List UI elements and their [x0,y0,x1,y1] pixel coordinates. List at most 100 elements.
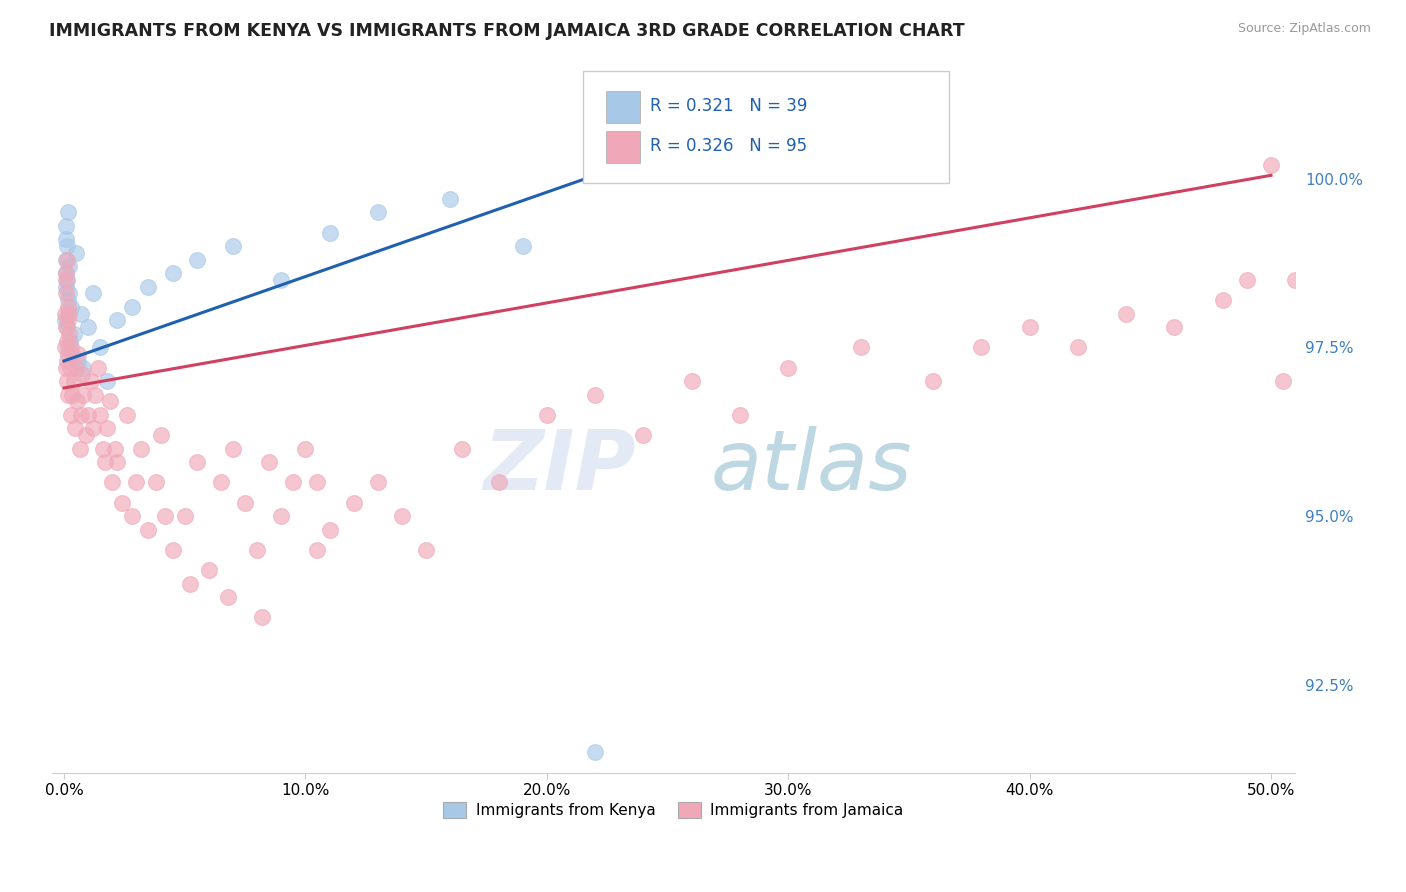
Point [55,252,77,267]
Point [488,475,510,490]
Point [55,219,77,233]
Point [60,300,83,314]
Point [179,576,201,591]
Point [104,442,127,456]
Text: atlas: atlas [711,426,912,508]
Point [56,354,79,368]
Point [58,341,80,355]
Point [415,543,437,558]
Point [246,543,269,558]
Point [96,421,118,435]
Legend: Immigrants from Kenya, Immigrants from Jamaica: Immigrants from Kenya, Immigrants from J… [437,796,910,824]
Point [67,354,90,368]
Point [145,475,167,490]
Point [59,360,82,375]
Point [121,300,143,314]
Point [55,307,77,321]
Point [60,341,83,355]
Point [55,286,77,301]
Point [162,543,184,558]
Point [59,334,82,348]
Point [391,509,413,524]
Point [343,496,366,510]
Point [367,205,389,219]
Point [250,610,273,624]
Point [58,307,80,321]
Point [53,341,76,355]
Point [307,475,329,490]
Text: R = 0.321   N = 39: R = 0.321 N = 39 [650,97,807,115]
Point [105,455,128,469]
Point [294,442,316,456]
Point [56,320,79,334]
Point [55,266,77,280]
Point [96,374,118,388]
Point [56,205,79,219]
Point [65,246,87,260]
Point [72,360,94,375]
Point [56,300,79,314]
Point [87,360,110,375]
Point [1260,158,1282,172]
Text: IMMIGRANTS FROM KENYA VS IMMIGRANTS FROM JAMAICA 3RD GRADE CORRELATION CHART: IMMIGRANTS FROM KENYA VS IMMIGRANTS FROM… [49,22,965,40]
Point [55,252,77,267]
Point [257,455,280,469]
Point [1284,273,1306,287]
Point [307,543,329,558]
Point [56,307,79,321]
Point [55,273,77,287]
Point [849,341,872,355]
Point [69,442,91,456]
Point [79,374,101,388]
Point [922,374,945,388]
Point [63,421,86,435]
Point [1163,320,1185,334]
Point [77,408,100,422]
Point [55,360,77,375]
Point [59,408,82,422]
Point [56,388,79,402]
Point [115,408,138,422]
Point [1272,374,1295,388]
Point [512,239,534,253]
Point [451,442,474,456]
Point [53,313,76,327]
Point [186,252,208,267]
Point [318,523,340,537]
Point [186,455,208,469]
Point [318,226,340,240]
Point [583,746,606,760]
Point [111,496,134,510]
Point [58,326,80,341]
Point [222,239,245,253]
Point [55,232,77,246]
Point [536,408,558,422]
Point [728,408,751,422]
Point [56,273,79,287]
Point [91,442,114,456]
Point [439,192,461,206]
Point [56,313,79,327]
Point [98,394,121,409]
Point [970,341,993,355]
Point [270,509,292,524]
Point [778,360,800,375]
Point [125,475,148,490]
Text: R = 0.326   N = 95: R = 0.326 N = 95 [650,137,807,155]
Point [105,313,128,327]
Point [75,428,97,442]
Point [56,334,79,348]
Point [283,475,305,490]
Point [77,320,100,334]
Point [1067,341,1090,355]
Point [58,286,80,301]
Point [367,475,389,490]
Point [149,428,172,442]
Point [56,374,79,388]
Point [55,239,77,253]
Point [129,442,152,456]
Point [681,374,703,388]
Point [162,266,184,280]
Point [94,455,117,469]
Point [583,388,606,402]
